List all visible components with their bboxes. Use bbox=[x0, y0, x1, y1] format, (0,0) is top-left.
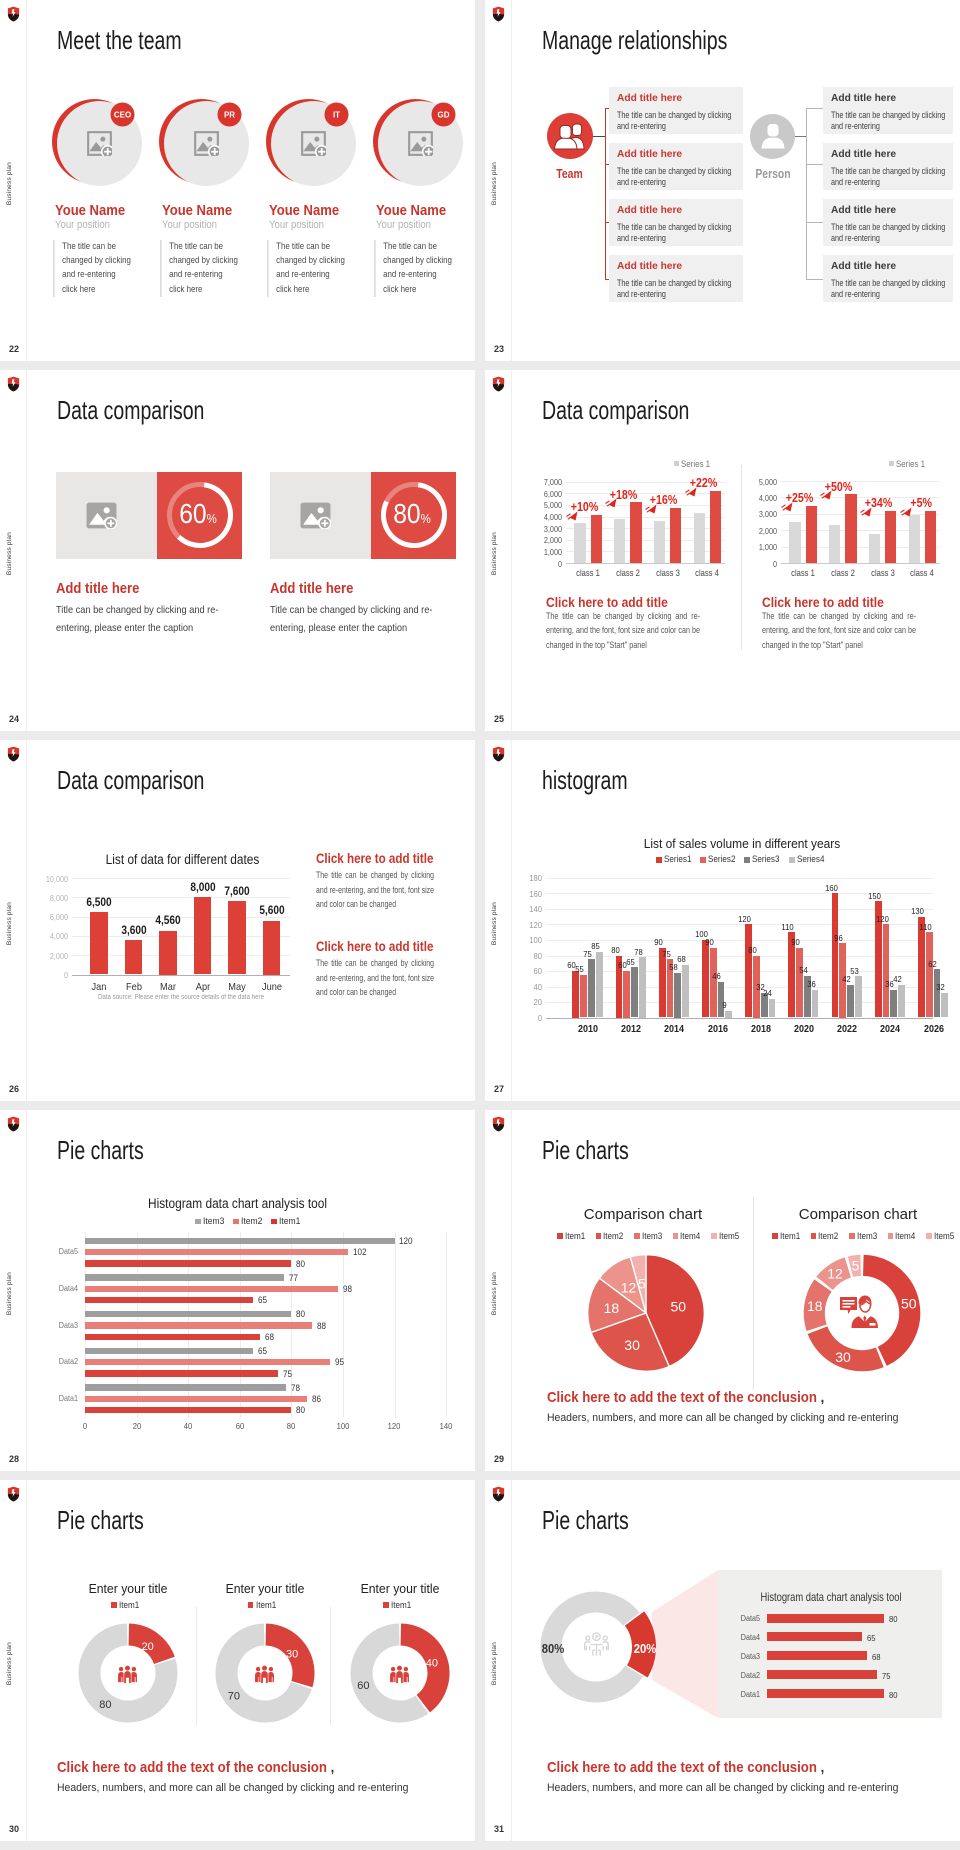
svg-text:CEO: CEO bbox=[113, 110, 130, 119]
svg-text:30: 30 bbox=[624, 1337, 640, 1353]
svg-text:12: 12 bbox=[620, 1279, 636, 1295]
svg-text:PR: PR bbox=[223, 110, 234, 119]
svg-text:80: 80 bbox=[99, 1699, 111, 1711]
svg-text:30: 30 bbox=[836, 1349, 852, 1365]
svg-text:50: 50 bbox=[670, 1298, 686, 1314]
svg-text:60: 60 bbox=[357, 1679, 369, 1691]
svg-text:12: 12 bbox=[828, 1265, 844, 1281]
svg-text:5: 5 bbox=[638, 1275, 646, 1291]
svg-text:70: 70 bbox=[227, 1690, 239, 1702]
svg-text:40: 40 bbox=[426, 1657, 438, 1669]
svg-text:20: 20 bbox=[142, 1640, 154, 1652]
svg-text:GD: GD bbox=[437, 110, 449, 119]
svg-text:30: 30 bbox=[285, 1648, 297, 1660]
svg-text:IT: IT bbox=[332, 110, 339, 119]
svg-text:18: 18 bbox=[603, 1300, 619, 1316]
svg-text:50: 50 bbox=[901, 1295, 917, 1311]
svg-text:18: 18 bbox=[807, 1298, 823, 1314]
svg-text:5: 5 bbox=[852, 1258, 860, 1274]
